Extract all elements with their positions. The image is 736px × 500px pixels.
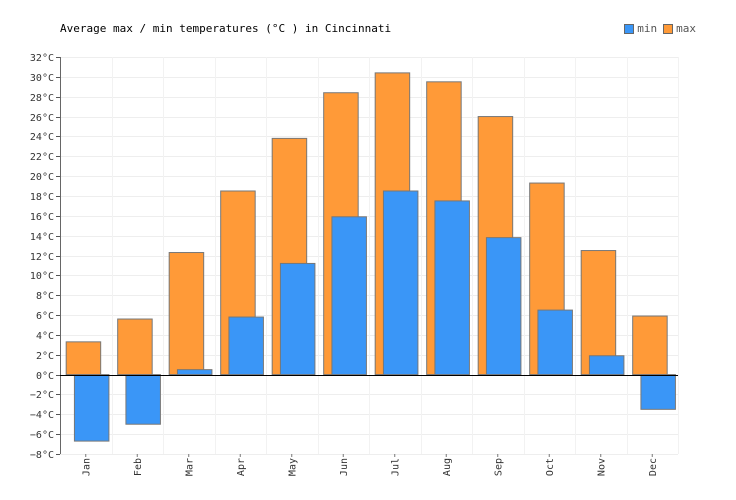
legend-swatch-max — [663, 23, 674, 34]
y-tick-label: −8°C — [30, 450, 54, 461]
bar-max-dec — [632, 315, 668, 376]
x-tick-label-mar: Mar — [184, 458, 195, 476]
bar-min-apr — [228, 316, 264, 376]
y-tick-label: 12°C — [30, 252, 54, 263]
y-tick-label: 20°C — [30, 172, 54, 183]
y-tick-label: 6°C — [36, 311, 54, 322]
y-tick-label: 10°C — [30, 271, 54, 282]
y-tick-label: −6°C — [30, 430, 54, 441]
legend-label-max: max — [676, 22, 696, 35]
bar-min-may — [279, 262, 316, 376]
legend-label-min: min — [637, 22, 658, 35]
y-tick-label: 8°C — [36, 291, 54, 302]
legend-swatch-min — [624, 23, 635, 34]
bar-min-feb — [125, 374, 161, 425]
bar-min-sep — [485, 237, 522, 376]
y-tick-label: 30°C — [30, 73, 54, 84]
x-tick-label-jan: Jan — [81, 458, 92, 476]
x-tick-label-nov: Nov — [596, 458, 607, 476]
bar-min-nov — [588, 355, 625, 376]
bar-max-mar — [168, 252, 205, 376]
y-tick-label: 14°C — [30, 232, 54, 243]
x-tick-label-may: May — [287, 458, 298, 476]
legend-item-max: max — [663, 22, 696, 35]
y-tick-label: 26°C — [30, 113, 54, 124]
bar-max-feb — [117, 318, 153, 376]
y-tick-label: 2°C — [36, 351, 54, 362]
bar-min-aug — [434, 200, 470, 376]
x-tick-label-jul: Jul — [390, 458, 401, 476]
legend: min max — [624, 22, 696, 35]
bar-min-oct — [537, 309, 573, 376]
chart-title: Average max / min temperatures (°C ) in … — [60, 22, 392, 35]
y-tick-label: −2°C — [30, 390, 54, 401]
x-tick-label-oct: Oct — [545, 458, 556, 476]
x-tick-label-aug: Aug — [442, 458, 453, 476]
y-tick-label: 0°C — [36, 371, 54, 382]
bar-max-jan — [65, 341, 102, 376]
x-tick-label-jun: Jun — [339, 458, 350, 476]
x-tick-label-apr: Apr — [236, 458, 247, 476]
y-tick-label: 24°C — [30, 132, 54, 143]
y-tick-label: 18°C — [30, 192, 54, 203]
y-tick-label: 22°C — [30, 152, 54, 163]
y-tick-label: 28°C — [30, 93, 54, 104]
y-tick-label: 16°C — [30, 212, 54, 223]
x-tick-label-dec: Dec — [648, 458, 659, 476]
bar-min-jul — [382, 190, 419, 376]
y-tick-label: −4°C — [30, 410, 54, 421]
bar-min-jun — [331, 216, 367, 376]
y-tick-label: 32°C — [30, 53, 54, 64]
bar-min-mar — [176, 369, 213, 376]
legend-item-min: min — [624, 22, 657, 35]
bar-min-dec — [640, 374, 676, 410]
x-tick-label-sep: Sep — [493, 458, 504, 476]
bar-max-nov — [580, 250, 617, 376]
bar-min-jan — [73, 374, 110, 442]
y-tick-label: 4°C — [36, 331, 54, 342]
x-tick-label-feb: Feb — [133, 458, 144, 476]
